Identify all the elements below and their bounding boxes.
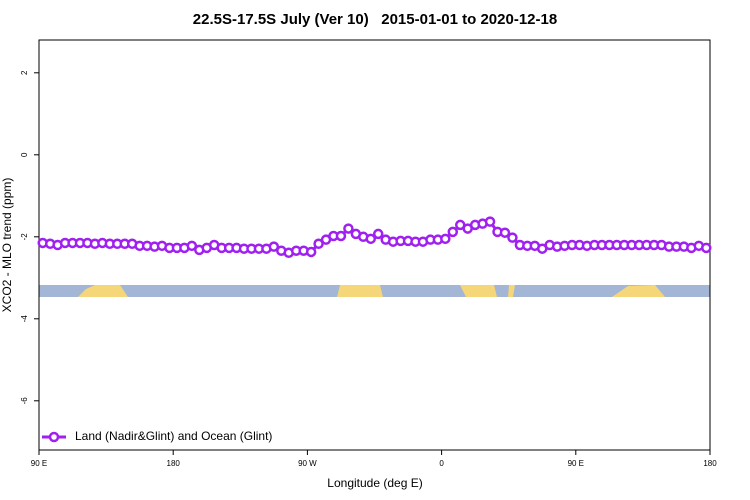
x-axis-label: Longitude (deg E)	[327, 476, 422, 490]
data-point	[507, 232, 518, 243]
land-band	[460, 285, 497, 297]
land-band	[508, 285, 515, 297]
data-point	[701, 242, 712, 254]
y-tick-label: -2	[20, 233, 29, 241]
chart-title: 22.5S-17.5S July (Ver 10) 2015-01-01 to …	[193, 11, 557, 28]
y-tick-label: 2	[20, 70, 29, 75]
data-point	[484, 216, 496, 227]
y-axis-label: XCO2 - MLO trend (ppm)	[0, 178, 14, 313]
x-tick-label: 180	[703, 459, 717, 468]
legend: Land (Nadir&Glint) and Ocean (Glint)	[42, 429, 272, 443]
data-point	[343, 223, 354, 234]
legend-label: Land (Nadir&Glint) and Ocean (Glint)	[75, 429, 272, 443]
data-point	[305, 246, 317, 258]
data-point	[268, 241, 280, 252]
x-tick-label: 90 E	[568, 459, 584, 468]
data-point	[499, 227, 511, 238]
x-tick-label: 0	[439, 459, 444, 468]
y-tick-label: 0	[20, 152, 29, 157]
land-band	[78, 285, 128, 297]
y-tick-label: -6	[20, 397, 29, 405]
surface-band	[39, 285, 710, 297]
data-point	[335, 230, 347, 242]
data-point	[186, 240, 198, 252]
data-point	[372, 228, 384, 240]
x-tick-label: 90 W	[298, 459, 317, 468]
legend-marker	[48, 431, 60, 443]
data-point	[440, 233, 451, 245]
land-band	[337, 285, 383, 297]
data-point	[447, 226, 459, 238]
y-tick-label: -4	[20, 315, 29, 323]
data-point	[365, 233, 377, 245]
land-band	[612, 285, 665, 297]
x-tick-label: 90 E	[31, 459, 47, 468]
data-point	[313, 238, 324, 250]
x-tick-label: 180	[167, 459, 181, 468]
